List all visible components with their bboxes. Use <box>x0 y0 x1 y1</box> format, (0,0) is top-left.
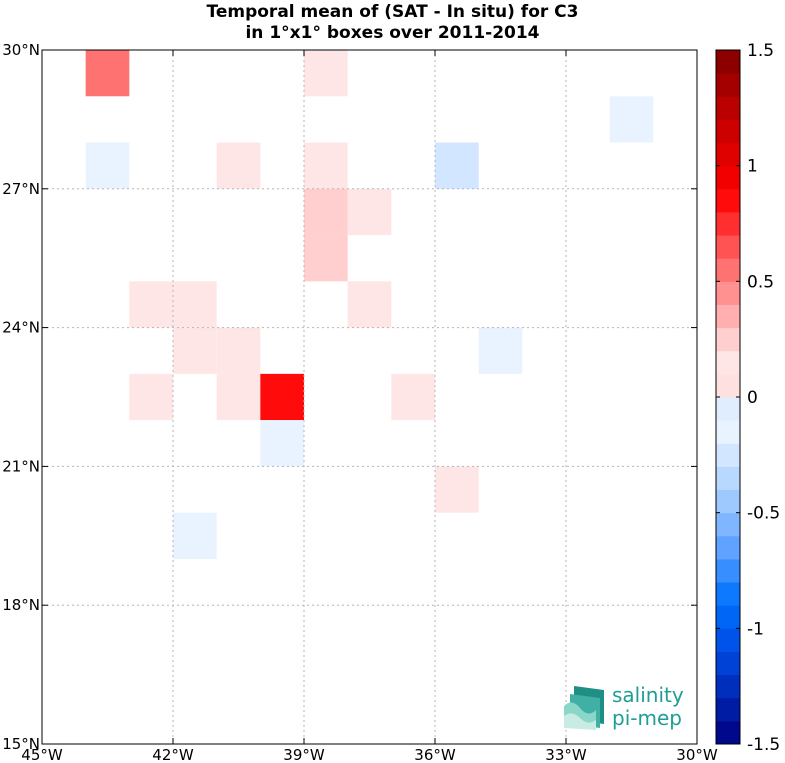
colorbar-segment <box>716 397 740 421</box>
salinity-pi-mep-logo: salinity pi-mep <box>562 683 702 732</box>
x-tick-label: 30°W <box>676 746 718 763</box>
colorbar-segment <box>716 142 740 167</box>
heatmap-cell <box>609 96 654 143</box>
colorbar-segment <box>716 119 740 144</box>
colorbar-segment <box>716 558 740 583</box>
colorbar-segment <box>716 350 740 375</box>
colorbar-segment <box>716 582 740 606</box>
y-tick-label: 27°N <box>2 180 40 198</box>
colorbar-segment <box>716 420 740 444</box>
heatmap-cell <box>478 327 523 374</box>
x-tick-label: 42°W <box>152 746 194 763</box>
x-tick-label: 39°W <box>283 746 325 763</box>
heatmap-cell <box>304 188 348 236</box>
colorbar-segment <box>716 628 740 652</box>
heatmap-cell <box>260 373 304 421</box>
colorbar-segment <box>716 443 740 467</box>
colorbar-segment <box>716 651 740 676</box>
colorbar-segment <box>716 211 740 236</box>
colorbar-segment <box>716 605 740 629</box>
colorbar-segment <box>716 720 740 745</box>
colorbar-tick-label: 0 <box>747 388 758 408</box>
colorbar-segment <box>716 73 740 97</box>
colorbar-segment <box>716 373 740 398</box>
heatmap-cell <box>85 142 130 189</box>
heatmap-cell <box>173 327 217 374</box>
colorbar-tick-label: 1 <box>747 157 758 177</box>
colorbar-segment <box>716 697 740 722</box>
x-tick-label: 36°W <box>414 746 456 763</box>
heatmap-cell <box>435 466 479 513</box>
heatmap-cell <box>216 373 261 421</box>
y-tick-label: 21°N <box>2 457 40 475</box>
heatmap-cell <box>173 281 217 328</box>
heatmap-cell <box>216 327 261 374</box>
heatmap-cell <box>435 142 479 189</box>
x-tick-label: 45°W <box>21 746 63 763</box>
colorbar-tick-label: -0.5 <box>747 504 780 524</box>
colorbar-segment <box>716 489 740 514</box>
colorbar-tick-label: -1 <box>747 619 764 639</box>
colorbar-segment <box>716 327 740 352</box>
heatmap-cell <box>347 281 392 328</box>
wave-logo-icon <box>564 686 604 730</box>
heatmap-cell <box>129 373 173 421</box>
heatmap-cell <box>129 281 173 328</box>
colorbar-segment <box>716 512 740 537</box>
colorbar-tick-label: 1.5 <box>747 41 774 61</box>
colorbar-segment <box>716 258 740 282</box>
y-tick-label: 24°N <box>2 319 40 337</box>
colorbar-segment <box>716 50 740 74</box>
heatmap-cell <box>216 142 261 189</box>
y-tick-label: 30°N <box>2 41 40 59</box>
logo-text-salinity: salinity <box>612 683 684 707</box>
colorbar-segment <box>716 466 740 491</box>
chart-subtitle: in 1°x1° boxes over 2011-2014 <box>245 23 540 43</box>
y-tick-label: 18°N <box>2 596 40 614</box>
colorbar-segment <box>716 281 740 305</box>
chart-title: Temporal mean of (SAT - In situ) for C3 <box>206 2 579 22</box>
heatmap-cell <box>347 188 392 236</box>
colorbar-segment <box>716 674 740 699</box>
colorbar-segment <box>716 304 740 329</box>
heatmap-cell <box>260 420 304 467</box>
colorbar-segment <box>716 235 740 259</box>
x-tick-label: 33°W <box>545 746 587 763</box>
heatmap-cell <box>304 142 348 189</box>
heatmap-cell <box>304 50 348 97</box>
colorbar-tick-label: -1.5 <box>747 735 780 755</box>
colorbar-tick-label: 0.5 <box>747 272 774 292</box>
heatmap-cell <box>173 512 217 559</box>
colorbar-segment <box>716 535 740 560</box>
heatmap-cell <box>85 50 130 97</box>
heatmap-cell <box>304 235 348 282</box>
colorbar-segment <box>716 96 740 120</box>
heatmap-cell <box>391 373 435 421</box>
colorbar-segment <box>716 188 740 213</box>
plot-frame <box>41 49 698 745</box>
logo-text-pi-mep: pi-mep <box>612 706 682 730</box>
y-tick-label: 15°N <box>2 735 40 753</box>
colorbar-segment <box>716 165 740 190</box>
